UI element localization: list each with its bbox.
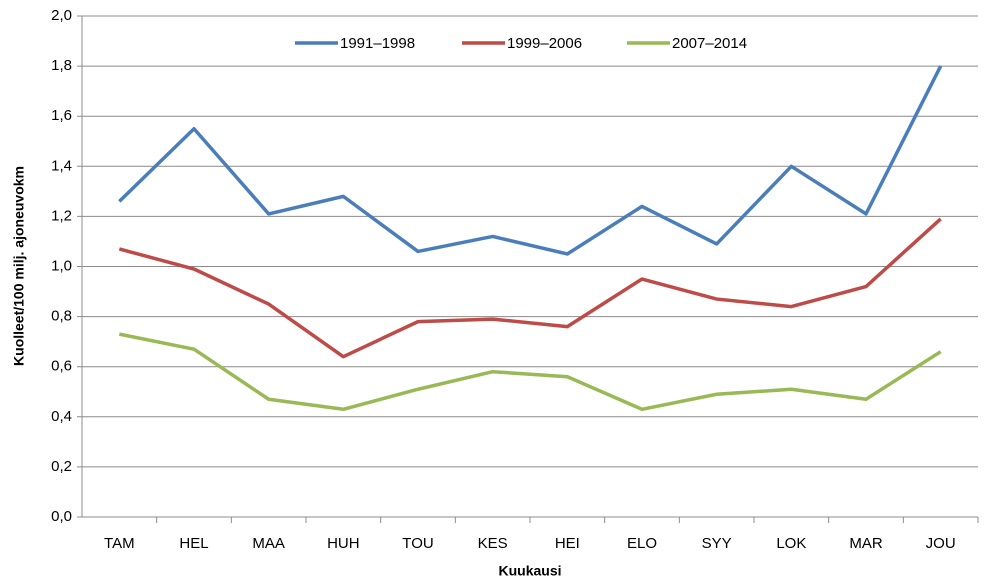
x-tick-label: HEI <box>555 535 580 552</box>
x-tick-label: KES <box>478 535 508 552</box>
x-tick-label: MAA <box>252 535 285 552</box>
y-tick-label: 2,0 <box>51 7 72 24</box>
y-tick-label: 0,6 <box>51 358 72 375</box>
series-line <box>118 65 943 256</box>
x-tick-label: JOU <box>926 535 956 552</box>
y-tick-label: 0,4 <box>51 408 72 425</box>
series-line <box>118 332 942 412</box>
x-tick-label: HUH <box>327 535 360 552</box>
x-tick-label: HEL <box>179 535 208 552</box>
y-tick-label: 0,0 <box>51 508 72 525</box>
y-tick-label: 1,0 <box>51 257 72 274</box>
x-tick-label: TAM <box>104 535 135 552</box>
x-axis-title: Kuukausi <box>498 563 561 579</box>
legend-label: 2007–2014 <box>672 35 747 52</box>
x-tick-label: SYY <box>702 535 732 552</box>
x-tick-label: ELO <box>627 535 657 552</box>
y-tick-label: 1,4 <box>51 157 72 174</box>
y-tick-label: 1,6 <box>51 107 72 124</box>
y-tick-label: 0,2 <box>51 458 72 475</box>
y-tick-label: 0,8 <box>51 308 72 325</box>
y-tick-label: 1,2 <box>51 207 72 224</box>
y-tick-label: 1,8 <box>51 57 72 74</box>
legend-label: 1999–2006 <box>507 35 582 52</box>
y-axis-title: Kuolleet/100 milj. ajoneuvokm <box>11 166 27 366</box>
x-tick-label: MAR <box>849 535 883 552</box>
x-tick-label: LOK <box>776 535 806 552</box>
legend-label: 1991–1998 <box>340 35 415 52</box>
x-tick-label: TOU <box>402 535 433 552</box>
series-line <box>118 217 942 359</box>
